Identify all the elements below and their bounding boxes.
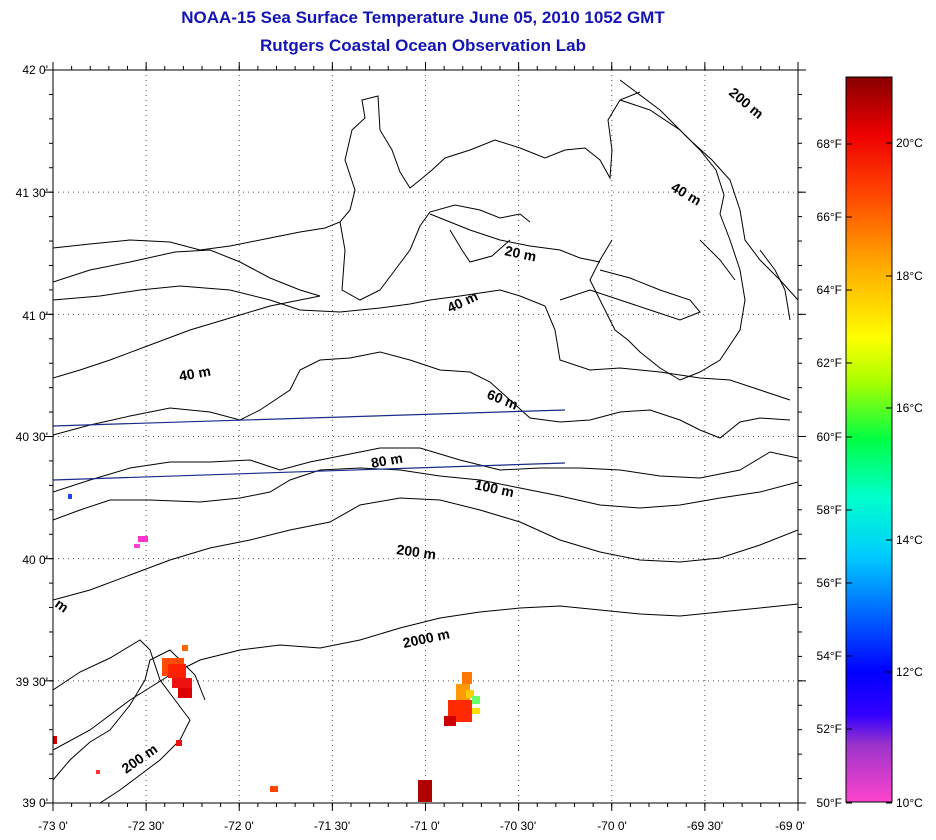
lon-tick-label: -72 30' bbox=[128, 819, 164, 833]
lat-tick-label: 40 30' bbox=[16, 430, 48, 444]
contour-40m-ne bbox=[619, 79, 798, 301]
bathymetry-and-coast bbox=[53, 79, 798, 803]
contour-label: 40 m bbox=[669, 179, 705, 209]
coastline-islands bbox=[559, 239, 791, 321]
colorbar-f-label: 66°F bbox=[817, 210, 842, 224]
colorbar: 68°F 66°F 64°F 62°F 60°F 58°F 56°F 54°F … bbox=[817, 76, 923, 810]
track-line bbox=[53, 409, 566, 427]
contour-label: 2000 m bbox=[401, 625, 451, 651]
coastline-cape-cod bbox=[589, 99, 746, 381]
colorbar-f-label: 56°F bbox=[817, 576, 842, 590]
contour-label: 20 m bbox=[503, 242, 538, 264]
colorbar-f-label: 62°F bbox=[817, 356, 842, 370]
lat-axis-labels: 42 0' 41 30' 41 0' 40 30' 40 0' 39 30' 3… bbox=[16, 63, 48, 810]
contour-label: 100 m bbox=[473, 476, 515, 500]
colorbar-gradient bbox=[845, 76, 893, 803]
contour-60m bbox=[53, 351, 791, 439]
coastline-long-island bbox=[53, 249, 321, 379]
colorbar-c-label: 20°C bbox=[896, 136, 923, 150]
sst-pixels bbox=[53, 494, 480, 802]
contour-label: 40 m bbox=[445, 288, 481, 316]
colorbar-f-label: 50°F bbox=[817, 796, 842, 810]
contour-label: 80 m bbox=[370, 450, 404, 471]
contour-200m-sw bbox=[53, 639, 191, 803]
colorbar-f-label: 64°F bbox=[817, 283, 842, 297]
colorbar-c-label: 10°C bbox=[896, 796, 923, 810]
contour-80m bbox=[53, 447, 798, 493]
contour-label: 200 m bbox=[119, 741, 161, 777]
lon-tick-label: -69 30' bbox=[687, 819, 723, 833]
lat-tick-label: 39 30' bbox=[16, 675, 48, 689]
contour-label: m bbox=[52, 595, 71, 615]
colorbar-f-label: 52°F bbox=[817, 722, 842, 736]
contour-100m bbox=[53, 467, 798, 521]
lon-axis-labels: -73 0' -72 30' -72 0' -71 30' -71 0' -70… bbox=[38, 819, 805, 833]
colorbar-c-label: 14°C bbox=[896, 533, 923, 547]
contour-40m-north bbox=[53, 285, 791, 401]
lon-tick-label: -71 0' bbox=[410, 819, 440, 833]
colorbar-f-label: 60°F bbox=[817, 430, 842, 444]
lon-tick-label: -70 0' bbox=[597, 819, 627, 833]
lon-tick-label: -69 0' bbox=[775, 819, 805, 833]
map-frame bbox=[52, 69, 799, 804]
coastline-connecticut bbox=[53, 91, 641, 251]
contour-label: 40 m bbox=[178, 363, 212, 384]
contour-20m bbox=[429, 213, 601, 263]
lon-tick-label: -70 30' bbox=[500, 819, 536, 833]
colorbar-f-label: 58°F bbox=[817, 503, 842, 517]
lat-tick-label: 39 0' bbox=[22, 796, 48, 810]
colorbar-f-label: 54°F bbox=[817, 649, 842, 663]
coastline-bays bbox=[339, 204, 531, 301]
grid-lines bbox=[52, 69, 799, 804]
map-subtitle: Rutgers Coastal Ocean Observation Lab bbox=[260, 36, 586, 55]
lat-tick-label: 40 0' bbox=[22, 553, 48, 567]
colorbar-c-label: 16°C bbox=[896, 401, 923, 415]
lat-tick-label: 41 0' bbox=[22, 309, 48, 323]
lat-tick-label: 42 0' bbox=[22, 63, 48, 77]
contour-label: 60 m bbox=[485, 386, 521, 413]
lon-tick-label: -72 0' bbox=[224, 819, 254, 833]
axis-ticks bbox=[45, 62, 806, 811]
contour-label: 200 m bbox=[396, 541, 438, 562]
track-line bbox=[53, 462, 566, 481]
lon-tick-label: -71 30' bbox=[314, 819, 350, 833]
colorbar-c-label: 12°C bbox=[896, 665, 923, 679]
lon-tick-label: -73 0' bbox=[38, 819, 68, 833]
map-title: NOAA-15 Sea Surface Temperature June 05,… bbox=[181, 8, 665, 27]
colorbar-c-label: 18°C bbox=[896, 269, 923, 283]
lat-tick-label: 41 30' bbox=[16, 186, 48, 200]
contour-label: 200 m bbox=[726, 84, 767, 122]
colorbar-f-label: 68°F bbox=[817, 137, 842, 151]
colorbar-ticks bbox=[846, 142, 892, 804]
contour-200m-mid bbox=[53, 497, 798, 601]
